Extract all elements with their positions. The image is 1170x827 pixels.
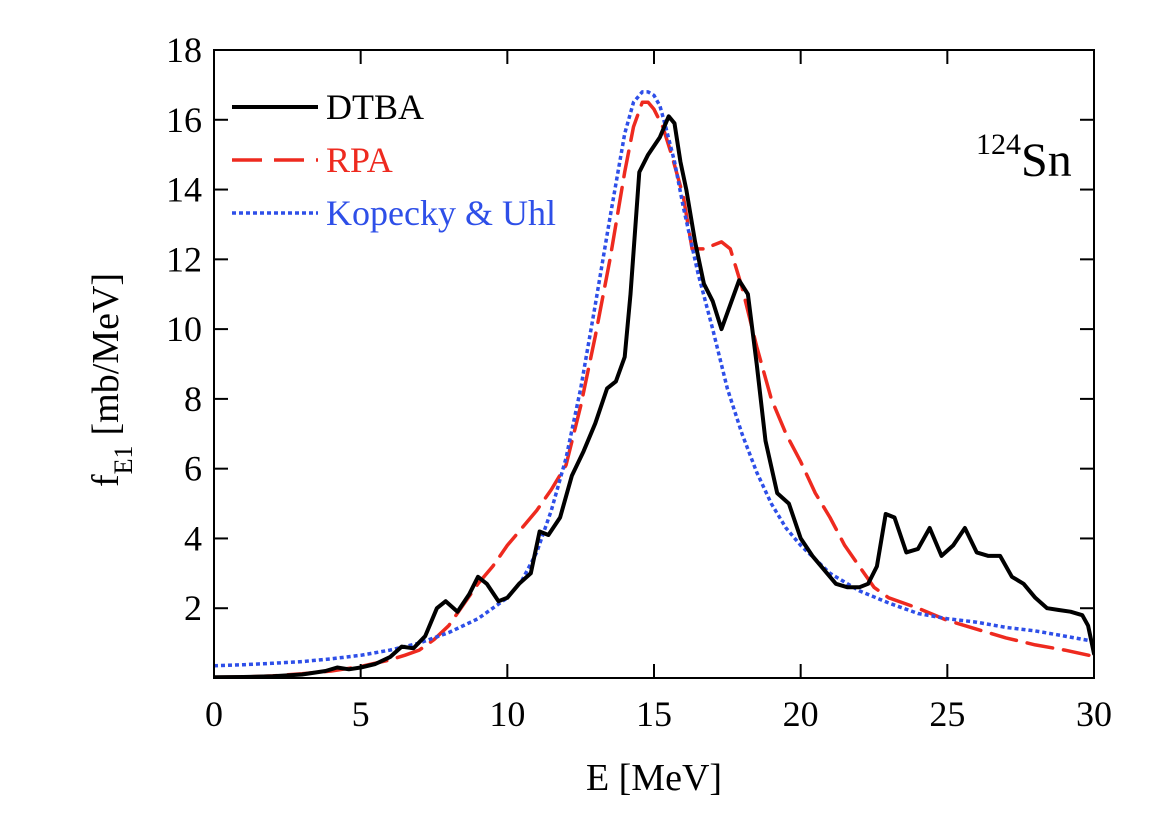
- series-line-kopecky-uhl: [214, 90, 1094, 668]
- y-tick-label: 16: [166, 100, 202, 140]
- y-tick-label: 14: [166, 170, 202, 210]
- y-tick-label: 8: [184, 379, 202, 419]
- x-axis-title: E [MeV]: [586, 757, 722, 799]
- legend-label: Kopecky & Uhl: [326, 193, 556, 233]
- y-axis-title-unit: [mb/MeV]: [85, 273, 127, 436]
- x-tick-label: 0: [205, 694, 223, 734]
- tick-layer: 0 5 10 15 20 25 30 2 4 6 8 10 12 14 16 18: [166, 30, 1112, 734]
- x-tick-label: 5: [352, 694, 370, 734]
- y-axis-title-symbol: f: [85, 474, 127, 487]
- series-line-dtba: [214, 114, 1094, 678]
- nucleus-annotation: 124Sn: [976, 128, 1072, 187]
- svg-text:fE1[mb/MeV]: fE1 [mb/MeV]: [85, 273, 138, 487]
- legend-label: RPA: [326, 140, 393, 180]
- legend: DTBA RPA Kopecky & Uhl: [232, 87, 556, 233]
- y-axis-title: fE1 [mb/MeV]: [85, 273, 138, 487]
- y-tick-label: 4: [184, 518, 202, 558]
- legend-label: DTBA: [326, 87, 424, 127]
- nucleus-element: Sn: [1021, 134, 1072, 187]
- y-tick-label: 12: [166, 239, 202, 279]
- y-tick-label: 6: [184, 449, 202, 489]
- nucleus-mass-number: 124: [976, 128, 1021, 161]
- x-tick-label: 10: [489, 694, 525, 734]
- y-tick-label: 2: [184, 588, 202, 628]
- y-tick-label: 18: [166, 30, 202, 70]
- x-tick-label: 30: [1076, 694, 1112, 734]
- y-tick-label: 10: [166, 309, 202, 349]
- y-axis-title-subscript: E1: [109, 445, 138, 474]
- series-line-rpa: [214, 100, 1094, 678]
- x-tick-label: 20: [783, 694, 819, 734]
- x-tick-label: 25: [929, 694, 965, 734]
- x-tick-label: 15: [636, 694, 672, 734]
- series-layer: [214, 90, 1094, 678]
